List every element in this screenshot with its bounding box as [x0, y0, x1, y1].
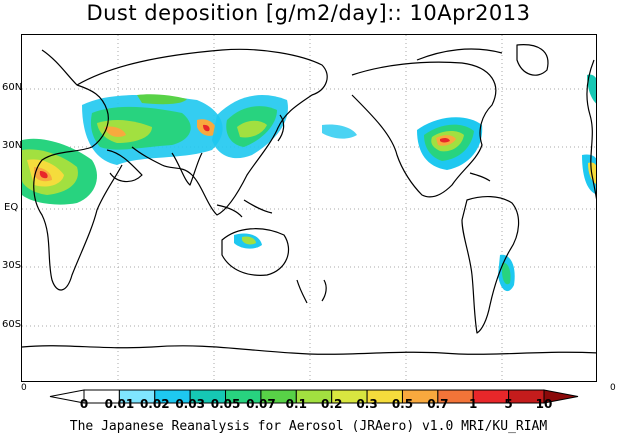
colorbar	[49, 389, 579, 404]
dust-field-east-edge	[582, 74, 596, 195]
colorbar-tick-label: 0.2	[321, 397, 343, 411]
colorbar-tick-label: 10	[535, 397, 553, 411]
colorbar-tick-label: 0.7	[427, 397, 449, 411]
colorbar-max-corner-label: 0	[610, 383, 616, 393]
map-title: Dust deposition [g/m2/day]:: 10Apr2013	[86, 1, 531, 25]
dust-field-arabia-central-asia	[82, 94, 223, 165]
colorbar-min-corner-label: 0	[21, 383, 27, 393]
colorbar-cell	[472, 389, 510, 404]
dust-field-australia	[234, 233, 262, 249]
dust-field-sahara	[22, 138, 97, 205]
colorbar-tick-label: 0.02	[139, 397, 170, 411]
colorbar-tick-label: 0.05	[210, 397, 241, 411]
colorbar-tick-label: 0.5	[391, 397, 414, 411]
colorbar-tick-label: 0.1	[285, 397, 307, 411]
lat-label-30n: 30N	[2, 140, 23, 151]
lat-label-30s: 30S	[2, 260, 22, 271]
colorbar-tick-label: 0.01	[104, 397, 135, 411]
colorbar-tick-label: 0	[79, 397, 89, 411]
coastlines	[22, 44, 596, 355]
world-map	[21, 34, 597, 382]
colorbar-tick-label: 0.07	[246, 397, 276, 411]
colorbar-tick-label: 5	[504, 397, 513, 411]
dust-field-south-america	[498, 254, 515, 292]
colorbar-tick-label: 0.3	[356, 397, 378, 411]
colorbar-tick-label: 0.03	[175, 397, 205, 411]
lat-label-60n: 60N	[2, 82, 23, 93]
dust-field-north-america	[417, 117, 483, 170]
colorbar-tick-label: 1	[469, 397, 478, 411]
footer-credit: The Japanese Reanalysis for Aerosol (JRA…	[69, 419, 548, 434]
colorbar-over-triangle	[543, 389, 579, 404]
lat-label-60s: 60S	[2, 319, 22, 330]
graticule	[22, 35, 596, 381]
lat-label-eq: EQ	[4, 202, 19, 213]
dust-field-east-asia	[212, 95, 357, 159]
